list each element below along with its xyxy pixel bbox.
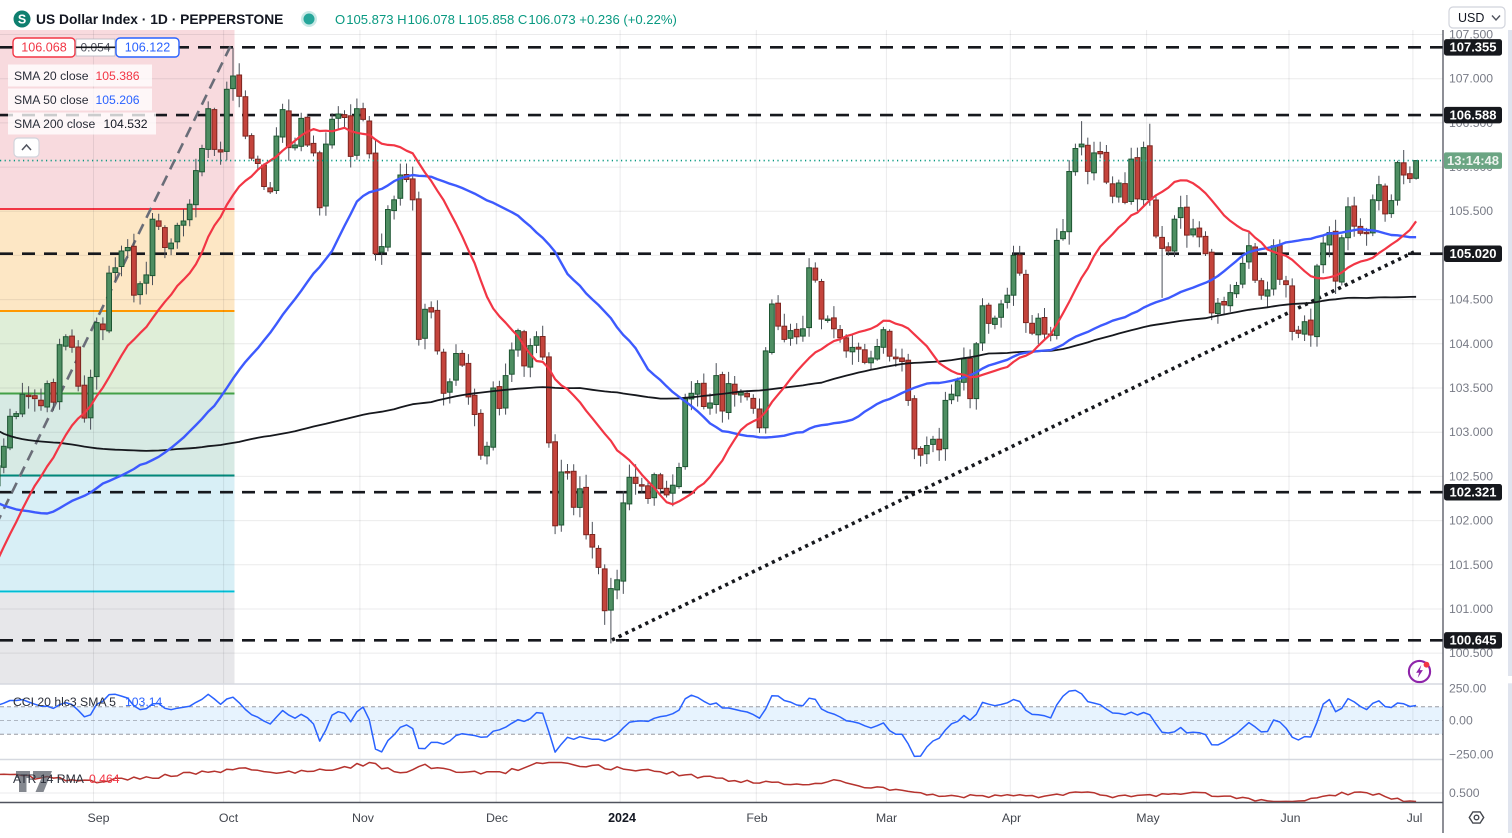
svg-text:101.500: 101.500	[1449, 558, 1493, 572]
svg-text:105.386: 105.386	[96, 69, 140, 83]
svg-text:US Dollar Index · 1D · PEPPERS: US Dollar Index · 1D · PEPPERSTONE	[36, 12, 283, 27]
svg-text:Feb: Feb	[746, 811, 767, 825]
svg-text:SMA 20 close: SMA 20 close	[14, 69, 89, 83]
svg-text:107.500: 107.500	[1449, 28, 1493, 42]
svg-text:107.355: 107.355	[1450, 40, 1497, 55]
svg-text:S: S	[18, 13, 26, 27]
svg-text:CCI 20 hlc3 SMA 5: CCI 20 hlc3 SMA 5	[13, 695, 116, 709]
svg-text:104.532: 104.532	[104, 117, 148, 131]
svg-text:13:14:48: 13:14:48	[1447, 153, 1499, 168]
svg-text:Jun: Jun	[1281, 811, 1301, 825]
svg-text:May: May	[1136, 811, 1160, 825]
svg-text:Jul: Jul	[1407, 811, 1423, 825]
svg-text:106.068: 106.068	[21, 41, 67, 55]
svg-text:104.000: 104.000	[1449, 337, 1493, 351]
svg-text:Mar: Mar	[876, 811, 897, 825]
svg-text:104.500: 104.500	[1449, 293, 1493, 307]
svg-text:102.000: 102.000	[1449, 514, 1493, 528]
svg-text:Nov: Nov	[352, 811, 375, 825]
svg-text:0.500: 0.500	[1449, 786, 1480, 800]
svg-text:103.14: 103.14	[125, 695, 162, 709]
svg-text:O105.873 H106.078 L105.858: O105.873 H106.078 L105.858 C106.073 +0.2…	[335, 12, 677, 27]
svg-text:USD: USD	[1458, 11, 1484, 25]
svg-text:2024: 2024	[608, 811, 636, 825]
svg-text:−250.00: −250.00	[1449, 748, 1494, 762]
svg-text:SMA 200 close: SMA 200 close	[14, 117, 96, 131]
svg-text:ATR 14 RMA: ATR 14 RMA	[13, 772, 85, 786]
svg-text:100.500: 100.500	[1449, 646, 1493, 660]
svg-text:SMA 50 close: SMA 50 close	[14, 93, 89, 107]
svg-text:105.500: 105.500	[1449, 204, 1493, 218]
svg-text:102.321: 102.321	[1450, 485, 1497, 500]
svg-text:Oct: Oct	[219, 811, 239, 825]
svg-text:102.500: 102.500	[1449, 469, 1493, 483]
svg-text:106.122: 106.122	[125, 41, 171, 55]
svg-text:105.206: 105.206	[96, 93, 140, 107]
svg-text:250.00: 250.00	[1449, 682, 1486, 696]
svg-text:0.464: 0.464	[89, 772, 120, 786]
svg-text:103.000: 103.000	[1449, 425, 1493, 439]
svg-text:Dec: Dec	[486, 811, 508, 825]
svg-text:Apr: Apr	[1002, 811, 1021, 825]
svg-text:101.000: 101.000	[1449, 602, 1493, 616]
svg-text:107.000: 107.000	[1449, 72, 1493, 86]
svg-text:106.588: 106.588	[1450, 108, 1497, 123]
svg-text:103.500: 103.500	[1449, 381, 1493, 395]
svg-text:100.645: 100.645	[1450, 633, 1497, 648]
svg-text:Sep: Sep	[87, 811, 109, 825]
svg-text:0.00: 0.00	[1449, 714, 1473, 728]
svg-text:105.020: 105.020	[1450, 246, 1497, 261]
